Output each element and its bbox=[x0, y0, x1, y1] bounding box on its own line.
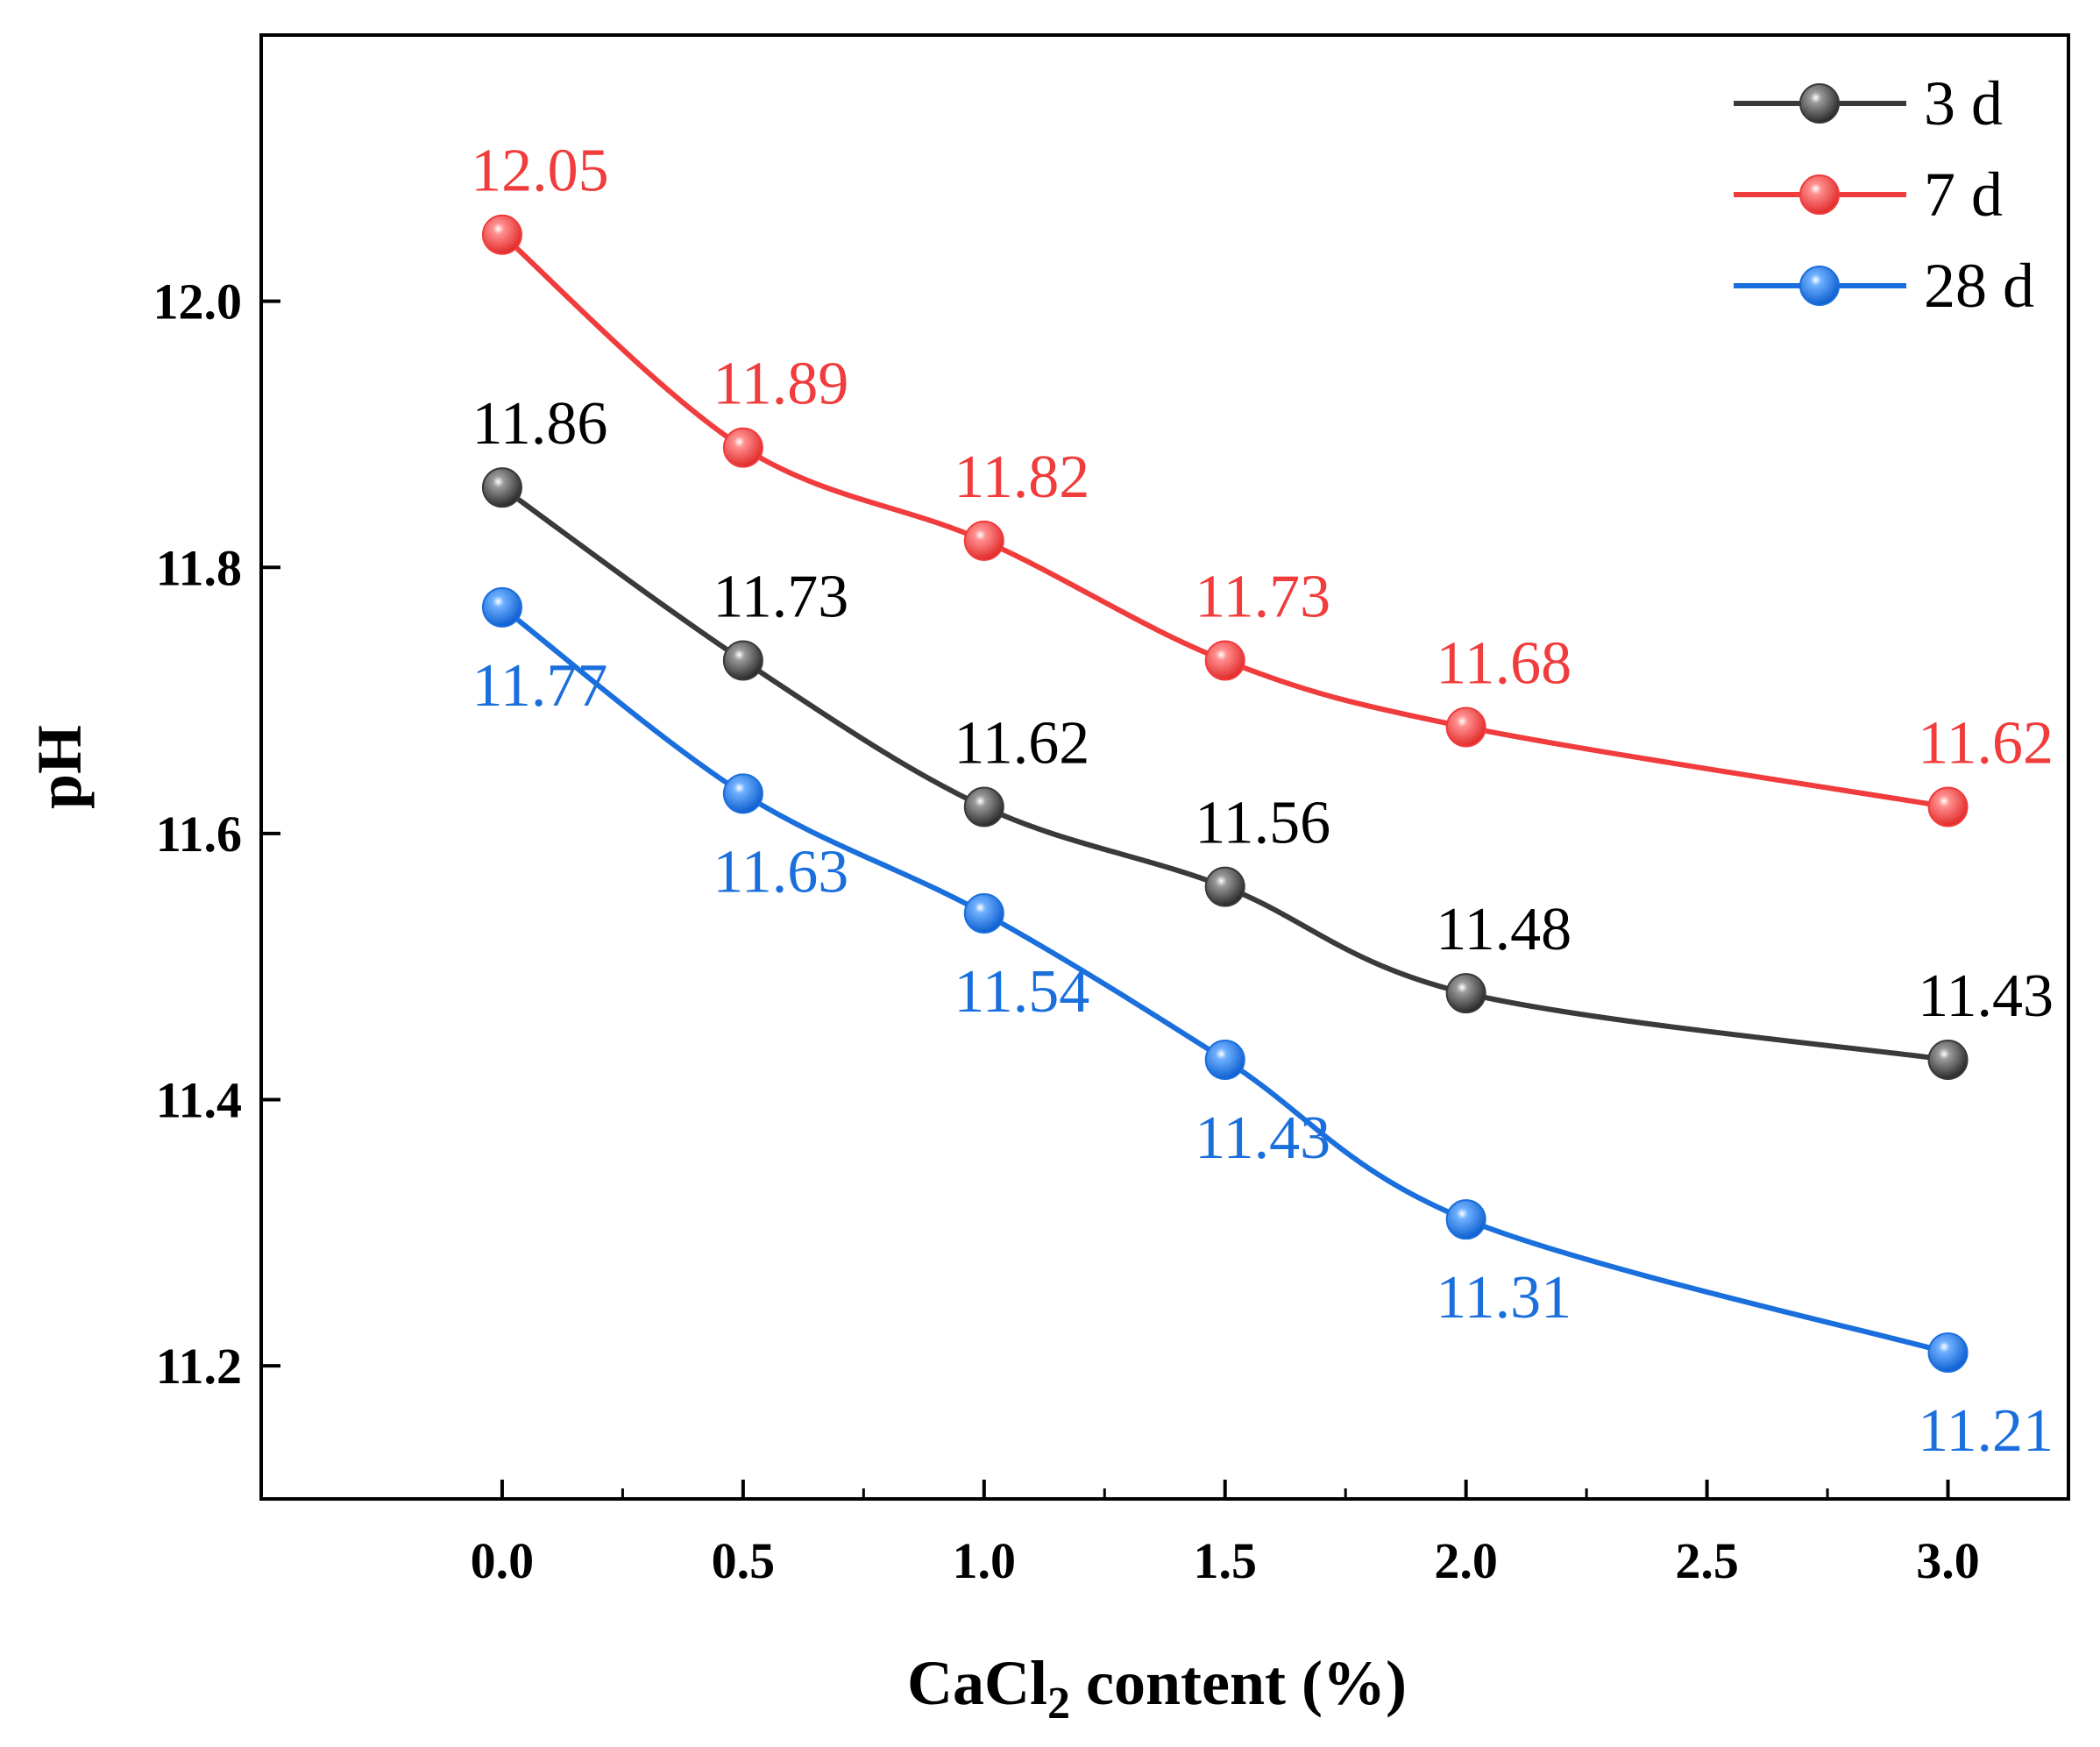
x-tick-label: 1.0 bbox=[953, 1532, 1017, 1589]
data-label: 11.68 bbox=[1436, 629, 1571, 697]
x-tick-label: 1.5 bbox=[1193, 1532, 1257, 1589]
series-lines bbox=[500, 232, 1949, 1355]
data-point bbox=[963, 786, 1004, 827]
data-label: 11.56 bbox=[1195, 790, 1330, 857]
data-point bbox=[1927, 1040, 1969, 1080]
y-tick-label: 11.8 bbox=[156, 539, 242, 596]
data-point bbox=[1927, 1332, 1969, 1373]
data-label: 12.05 bbox=[471, 138, 609, 205]
legend-marker bbox=[1799, 174, 1840, 215]
data-point bbox=[963, 893, 1004, 934]
data-label: 11.43 bbox=[1195, 1104, 1330, 1172]
data-label: 11.21 bbox=[1918, 1397, 2054, 1465]
x-axis-title: CaCl2 content (%) bbox=[907, 1648, 1407, 1729]
data-point bbox=[1204, 866, 1245, 907]
data-point bbox=[722, 773, 763, 814]
x-tick-label: 2.0 bbox=[1434, 1532, 1498, 1589]
legend: 3 d 7 d 28 d bbox=[1734, 68, 2034, 321]
data-label: 11.82 bbox=[954, 444, 1089, 511]
data-point bbox=[1445, 707, 1486, 748]
legend-label: 3 d bbox=[1924, 68, 2003, 138]
data-point bbox=[1445, 1199, 1486, 1240]
data-point bbox=[481, 467, 522, 508]
legend-marker bbox=[1799, 266, 1840, 306]
x-axis-title-subscript: 2 bbox=[1047, 1679, 1070, 1729]
data-label: 11.73 bbox=[713, 564, 848, 631]
data-point bbox=[722, 427, 763, 468]
x-axis-ticks: 0.0 0.5 1.0 1.5 2.0 2.5 3.0 bbox=[471, 1480, 1980, 1589]
x-tick-label: 2.5 bbox=[1675, 1532, 1739, 1589]
plot-frame bbox=[259, 33, 2070, 1501]
data-label: 11.48 bbox=[1436, 896, 1571, 963]
y-tick-label: 11.4 bbox=[156, 1072, 242, 1129]
data-label: 11.43 bbox=[1918, 962, 2054, 1030]
data-label: 11.63 bbox=[713, 838, 848, 905]
data-labels: 11.86 11.73 11.62 11.56 11.48 11.43 12.05 11.89… bbox=[471, 138, 2054, 1465]
series-markers bbox=[481, 214, 1969, 1373]
x-tick-label: 3.0 bbox=[1916, 1532, 1980, 1589]
series-line bbox=[500, 485, 1948, 1062]
data-label: 11.73 bbox=[1195, 564, 1330, 631]
y-axis-title: pH bbox=[25, 725, 95, 809]
data-label: 11.89 bbox=[713, 351, 848, 418]
x-tick-label: 0.0 bbox=[471, 1532, 535, 1589]
y-axis-ticks: 11.2 11.4 11.6 11.8 12.0 bbox=[153, 273, 280, 1395]
data-point bbox=[1204, 640, 1245, 681]
data-label: 11.62 bbox=[954, 710, 1089, 778]
legend-marker bbox=[1799, 83, 1840, 124]
data-point bbox=[1204, 1040, 1245, 1080]
data-point bbox=[1445, 973, 1486, 1014]
data-point bbox=[722, 640, 763, 681]
data-label: 11.31 bbox=[1436, 1264, 1571, 1332]
data-point bbox=[481, 214, 522, 255]
data-point bbox=[1927, 786, 1969, 827]
data-label: 11.77 bbox=[472, 652, 607, 720]
series-line bbox=[500, 232, 1949, 810]
y-tick-label: 11.6 bbox=[156, 806, 242, 863]
data-label: 11.62 bbox=[1918, 710, 2054, 778]
data-label: 11.54 bbox=[954, 958, 1089, 1026]
legend-label: 28 d bbox=[1924, 251, 2034, 321]
series-line bbox=[500, 605, 1949, 1355]
y-tick-label: 12.0 bbox=[153, 273, 243, 330]
x-tick-label: 0.5 bbox=[712, 1532, 776, 1589]
legend-label: 7 d bbox=[1924, 160, 2003, 230]
data-point bbox=[963, 520, 1004, 561]
y-tick-label: 11.2 bbox=[156, 1338, 242, 1395]
data-label: 11.86 bbox=[472, 390, 607, 458]
data-point bbox=[481, 586, 522, 628]
